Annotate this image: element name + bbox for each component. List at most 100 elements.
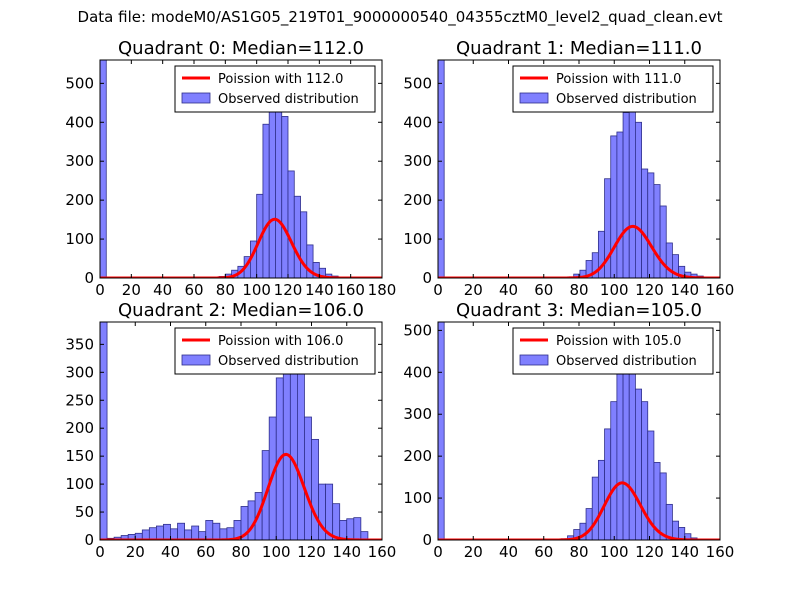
histogram-bar [312,439,319,540]
x-tick-label: 140 [305,281,334,299]
histogram-bar [206,520,213,540]
x-tick-label: 100 [242,281,271,299]
histogram-bar [304,417,311,540]
histogram-bar [163,524,170,540]
y-tick-label: 250 [65,391,94,409]
x-tick-label: 120 [635,281,664,299]
y-tick-label: 500 [403,321,432,339]
y-tick-label: 300 [403,405,432,423]
histogram-bar [294,196,300,278]
histogram-bar [598,231,604,278]
legend-label-observed: Observed distribution [218,354,359,369]
x-tick-label: 160 [706,543,735,561]
x-tick-label: 80 [569,543,588,561]
x-tick-label: 160 [368,543,397,561]
histogram-bar [611,136,617,278]
x-tick-label: 80 [569,281,588,299]
y-tick-label: 300 [403,152,432,170]
histogram-bar [283,358,290,540]
legend-bar-swatch [520,355,548,365]
histogram-bar [347,519,354,540]
histogram-bar [178,523,185,540]
histogram-bar [149,528,156,540]
quadrant-0-title: Quadrant 0: Median=112.0 [118,38,364,59]
legend-label-observed: Observed distribution [556,92,697,107]
histogram-bar [156,526,163,540]
histogram-bar [100,60,106,278]
histogram-bar [605,429,611,540]
legend-label-fit: Poission with 105.0 [556,334,681,349]
histogram-bar [171,529,178,540]
x-tick-label: 0 [95,281,105,299]
quadrant-3-legend: Poission with 105.0 Observed distribution [513,328,713,374]
figure-suptitle: Data file: modeM0/AS1G05_219T01_90000005… [0,8,800,26]
histogram-bar [598,460,604,540]
histogram-bar [288,171,294,278]
x-tick-label: 0 [433,543,443,561]
quadrant-1-title: Quadrant 1: Median=111.0 [456,38,702,59]
histogram-bar [623,113,629,278]
histogram-bar [142,530,149,540]
histogram-bar [635,122,641,278]
x-tick-label: 20 [122,281,141,299]
x-tick-label: 20 [126,543,145,561]
x-tick-label: 160 [336,281,365,299]
legend-label-observed: Observed distribution [556,354,697,369]
y-tick-label: 500 [403,74,432,92]
x-tick-label: 120 [297,543,326,561]
x-tick-label: 60 [196,543,215,561]
histogram-bar [617,347,623,540]
x-tick-label: 20 [464,281,483,299]
legend-bar-swatch [182,355,210,365]
quadrant-2-title: Quadrant 2: Median=106.0 [118,300,364,321]
histogram-bar [611,402,617,540]
x-tick-label: 180 [368,281,397,299]
x-tick-label: 120 [274,281,303,299]
x-tick-label: 140 [332,543,361,561]
y-tick-label: 200 [403,191,432,209]
y-tick-label: 150 [65,447,94,465]
histogram-bar [354,518,361,540]
y-tick-label: 500 [65,74,94,92]
x-tick-label: 40 [499,543,518,561]
y-tick-label: 400 [403,363,432,381]
histogram-bar [666,504,672,540]
x-tick-label: 140 [670,543,699,561]
histogram-bar [282,116,288,278]
histogram-bar [617,132,623,278]
x-tick-label: 0 [95,543,105,561]
legend-bar-swatch [182,93,210,103]
histogram-bar [185,530,192,540]
y-tick-label: 300 [65,363,94,381]
y-tick-label: 400 [403,113,432,131]
x-tick-label: 40 [161,543,180,561]
x-tick-label: 20 [464,543,483,561]
histogram-bar [438,322,444,540]
histogram-bar [192,526,199,540]
histogram-bar [648,173,654,278]
y-tick-label: 0 [422,531,432,549]
histogram-bar [220,529,227,540]
y-tick-label: 0 [422,269,432,287]
x-tick-label: 80 [216,281,235,299]
x-tick-label: 60 [184,281,203,299]
x-tick-label: 40 [153,281,172,299]
legend-label-observed: Observed distribution [218,92,359,107]
histogram-bar [654,185,660,278]
x-tick-label: 100 [262,543,291,561]
y-tick-label: 0 [84,531,94,549]
y-tick-label: 100 [403,489,432,507]
histogram-bar [333,504,340,540]
x-tick-label: 140 [670,281,699,299]
x-tick-label: 0 [433,281,443,299]
histogram-bar [275,83,281,278]
y-tick-label: 300 [65,152,94,170]
x-tick-label: 40 [499,281,518,299]
